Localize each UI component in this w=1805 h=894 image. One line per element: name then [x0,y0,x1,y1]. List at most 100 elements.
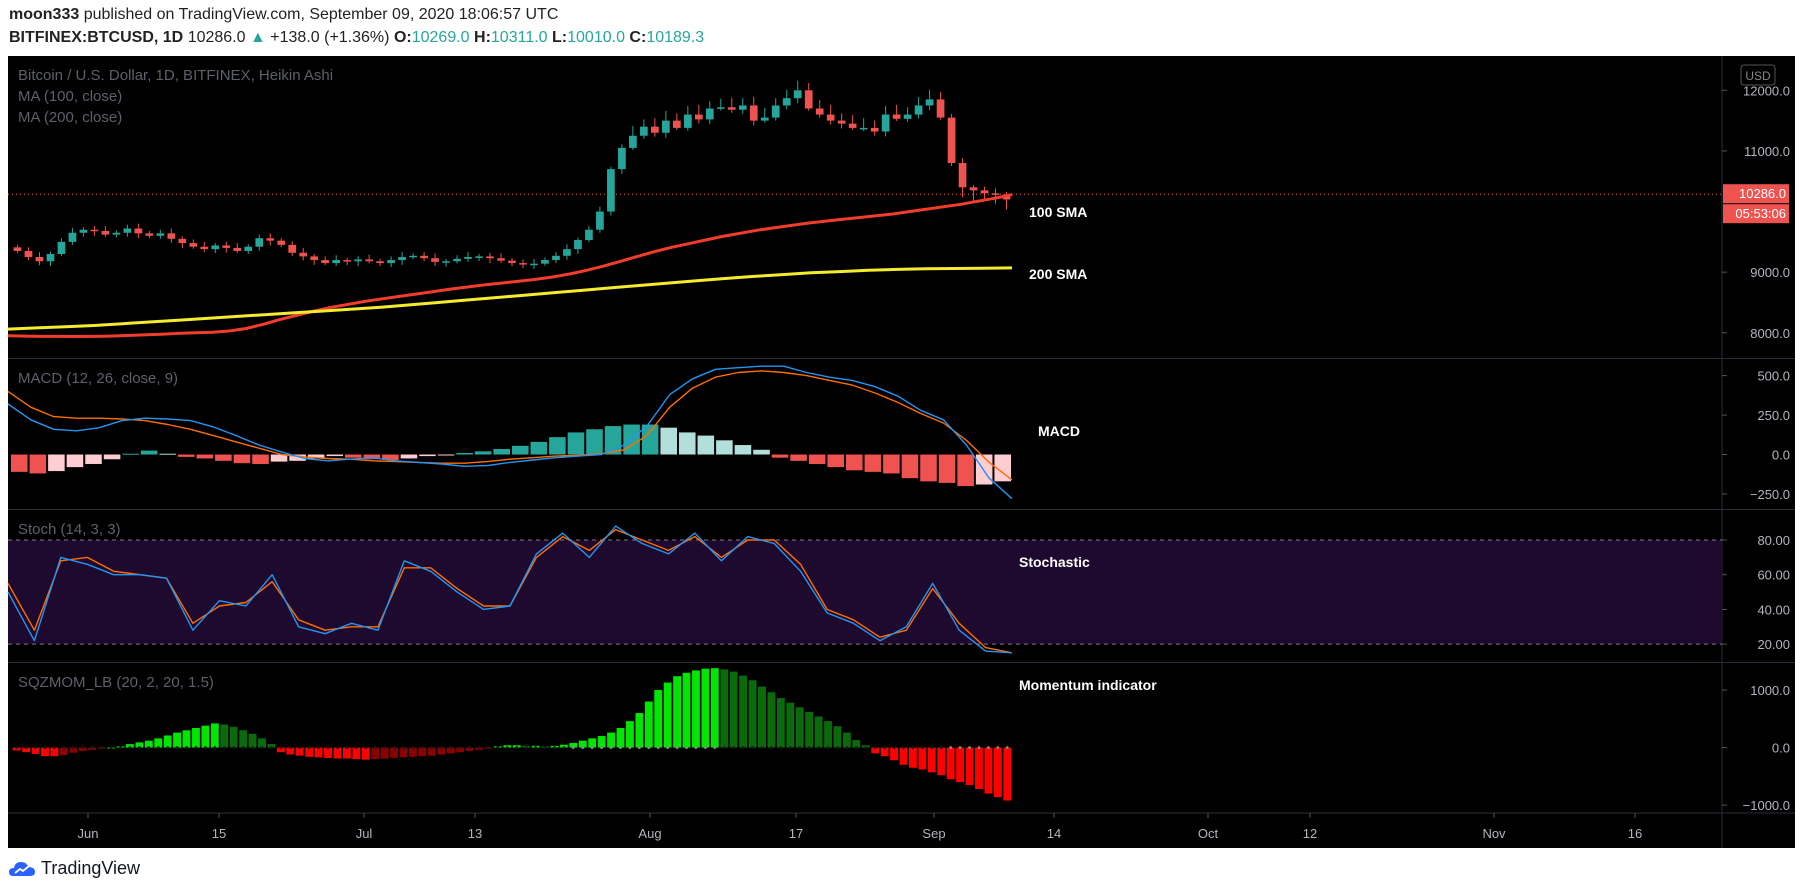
squeeze-dot [383,746,387,749]
candle-body [167,233,176,239]
macd-histogram-bar [994,454,1011,482]
momentum-bar [654,690,663,748]
momentum-bar [163,735,172,748]
squeeze-dot [203,746,207,749]
momentum-bar [154,738,163,748]
squeeze-dot [354,746,358,749]
momentum-bar [390,747,398,758]
squeeze-dot [317,746,321,749]
squeeze-dot [43,746,47,749]
momentum-bar [69,747,78,753]
momentum-bar [880,747,889,757]
macd-histogram-bar [215,454,232,461]
squeeze-dot [619,746,622,749]
macd-histogram-bar [456,452,473,455]
squeeze-dot [345,746,349,749]
footer-brand: TradingView [41,858,141,878]
price-label: 10286.0 [1739,186,1786,201]
momentum-bar [748,680,757,748]
squeeze-dot [590,746,594,749]
momentum-bar [626,721,634,748]
candle-body [519,263,527,265]
momentum-bar [22,747,31,753]
squeeze-dot [1005,746,1009,749]
candle-body [90,229,99,232]
candle-body [694,114,703,120]
squeeze-dot [288,746,292,749]
squeeze-dot [949,746,953,749]
candle-body [343,260,352,262]
squeeze-dot [703,746,707,749]
candle-body [607,169,615,212]
momentum-bar [682,672,691,748]
macd-histogram-bar [474,451,492,455]
y-tick-label: 60.00 [1757,568,1790,583]
macd-histogram-bar [901,454,919,479]
close-label: C: [629,29,647,46]
momentum-bar [59,747,68,756]
y-tick-label: 500.0 [1757,369,1790,384]
macd-histogram-bar [326,454,343,457]
candle-body [618,147,626,170]
macd-annotation: MACD [1038,423,1080,439]
legend-item: MA (200, close) [18,109,122,126]
squeeze-dot [24,746,28,749]
currency-badge: USD [1745,69,1771,83]
momentum-bar [776,698,785,748]
y-tick-label: 8000.0 [1750,326,1790,341]
candle-body [387,260,395,264]
x-tick-label: 17 [789,826,803,841]
squeeze-dot [987,746,990,749]
squeeze-dot [807,746,811,749]
candle-body [420,255,428,259]
candle-body [815,108,824,115]
x-tick-label: Nov [1482,826,1506,841]
macd-histogram-bar [660,427,677,455]
candle-body [244,246,253,251]
candle-body [771,105,780,118]
y-tick-label: 0.0 [1772,741,1790,756]
currency-badge-frame [1740,64,1776,86]
macd-histogram-bar [233,454,251,464]
time-axis[interactable]: Jun 15 Jul 13 Aug 17 Sep 14 Oct 12 Nov 16 [78,813,1643,841]
price-label-box [1723,184,1789,204]
squeeze-dot [788,746,792,749]
macd-histogram-bar [641,424,659,455]
squeeze-dot [411,746,415,749]
squeeze-dot [798,746,802,749]
momentum-bar [842,732,851,748]
sma200-line [7,266,1013,331]
macd-histogram-bar [753,449,770,455]
momentum-bar [578,740,587,748]
momentum-bar [446,747,455,754]
candle-body [354,259,362,262]
squeeze-dot [100,746,104,749]
candle-body [881,114,890,132]
candle-body [68,232,77,242]
squeeze-dot [270,746,273,749]
squeeze-dot [656,746,660,749]
momentum-bar [239,730,248,748]
y-tick-label: 80.00 [1757,533,1790,548]
candle-body [189,243,198,247]
squeeze-dot [194,746,198,749]
squeeze-dot [713,746,717,749]
tradingview-logo[interactable]: TradingView [9,858,140,879]
macd-histogram-bar [66,454,84,468]
x-tick-label: 15 [212,826,226,841]
macd-histogram-bar [957,454,974,487]
pane-title: MACD (12, 26, close, 9) [18,370,178,387]
momentum-bar [852,740,861,748]
squeeze-dot [562,746,566,749]
squeeze-dot [722,746,726,749]
squeeze-dot [609,746,613,749]
squeeze-dot [298,746,302,749]
candle-body [793,90,802,99]
macd-histogram-bar [864,454,882,472]
candle-body [211,245,220,250]
momentum-bar [31,747,40,754]
author-name[interactable]: moon333 [9,6,80,23]
momentum-bar [795,707,804,748]
candle-body [629,135,637,148]
